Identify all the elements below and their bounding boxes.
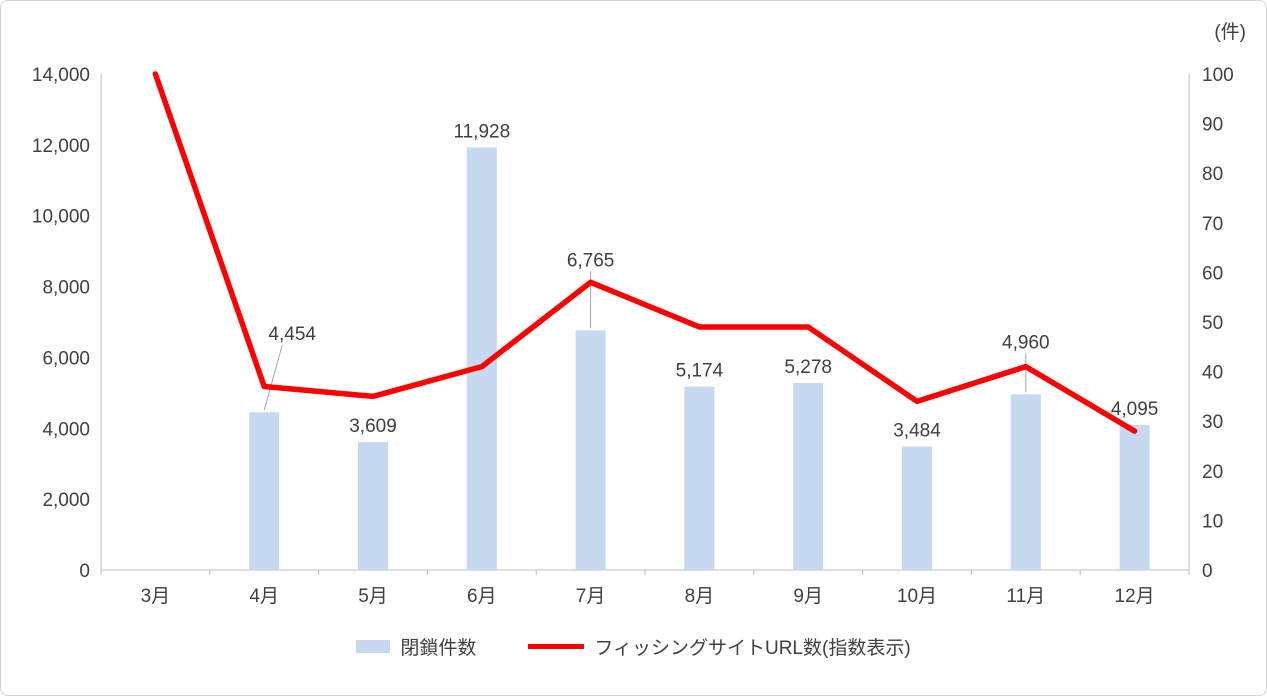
left-axis-tick-label: 8,000 [42,278,90,299]
right-axis-unit-label: (件) [1214,22,1246,43]
bar-8月 [684,386,715,570]
right-axis-tick-label: 40 [1202,363,1223,384]
label-leader-line [263,345,283,411]
category-label: 7月 [576,586,606,607]
chart-legend: 閉鎖件数 フィッシングサイトURL数(指数表示) [1,633,1266,660]
right-axis-tick-label: 80 [1202,164,1223,185]
bar-data-label: 4,095 [1111,399,1159,420]
right-axis-tick-label: 60 [1202,263,1223,284]
bar-7月 [575,330,606,570]
right-axis-tick-label: 70 [1202,214,1223,235]
category-label: 11月 [1006,586,1045,607]
bar-data-label: 3,609 [349,416,397,437]
left-axis-tick-label: 12,000 [32,136,90,157]
bar-11月 [1010,394,1041,570]
line-legend-label: フィッシングサイトURL数(指数表示) [594,638,911,659]
bar-data-label: 5,278 [784,357,832,378]
category-label: 4月 [249,586,279,607]
bar-data-label: 6,765 [567,250,615,271]
category-label: 8月 [685,586,715,607]
bar-data-label: 4,960 [1002,332,1050,353]
category-label: 6月 [467,586,497,607]
bar-10月 [902,446,932,570]
right-axis-tick-label: 10 [1202,511,1223,532]
right-axis-tick-label: 50 [1202,313,1223,334]
line-legend-swatch [528,644,585,649]
category-label: 12月 [1115,586,1155,607]
left-axis-tick-label: 0 [79,561,90,582]
bar-data-label: 3,484 [893,421,941,442]
left-axis-tick-label: 10,000 [32,207,90,228]
category-label: 3月 [141,586,171,607]
bar-legend-label: 閉鎖件数 [400,638,477,659]
left-axis-tick-label: 14,000 [32,65,90,86]
bar-12月 [1119,424,1150,570]
bar-data-label: 4,454 [268,324,316,345]
bar-9月 [793,383,824,570]
line-series [152,71,1138,434]
category-label: 5月 [358,586,388,607]
bar-data-label: 11,928 [453,121,510,142]
right-axis-tick-label: 90 [1202,115,1223,136]
right-axis-tick-label: 0 [1202,561,1213,582]
category-label: 9月 [793,586,823,607]
legend-item-line-series: フィッシングサイトURL数(指数表示) [528,633,911,660]
right-axis-tick-label: 30 [1202,412,1223,433]
legend-item-bar-series: 閉鎖件数 [356,633,476,660]
bar-data-label: 5,174 [676,361,724,382]
left-axis-tick-label: 6,000 [42,348,90,369]
left-axis-tick-label: 2,000 [42,490,90,511]
category-label: 10月 [897,586,937,607]
bar-4月 [249,412,280,570]
bar-legend-swatch [356,640,391,653]
combo-chart: 0 2,000 4,000 6,000 8,000 10,000 12,000 14,000 0… [32,65,1234,607]
bar-5月 [358,442,388,570]
right-axis-tick-label: 20 [1202,462,1223,483]
left-axis-tick-label: 4,000 [42,419,90,440]
right-axis-tick-label: 100 [1202,65,1234,86]
